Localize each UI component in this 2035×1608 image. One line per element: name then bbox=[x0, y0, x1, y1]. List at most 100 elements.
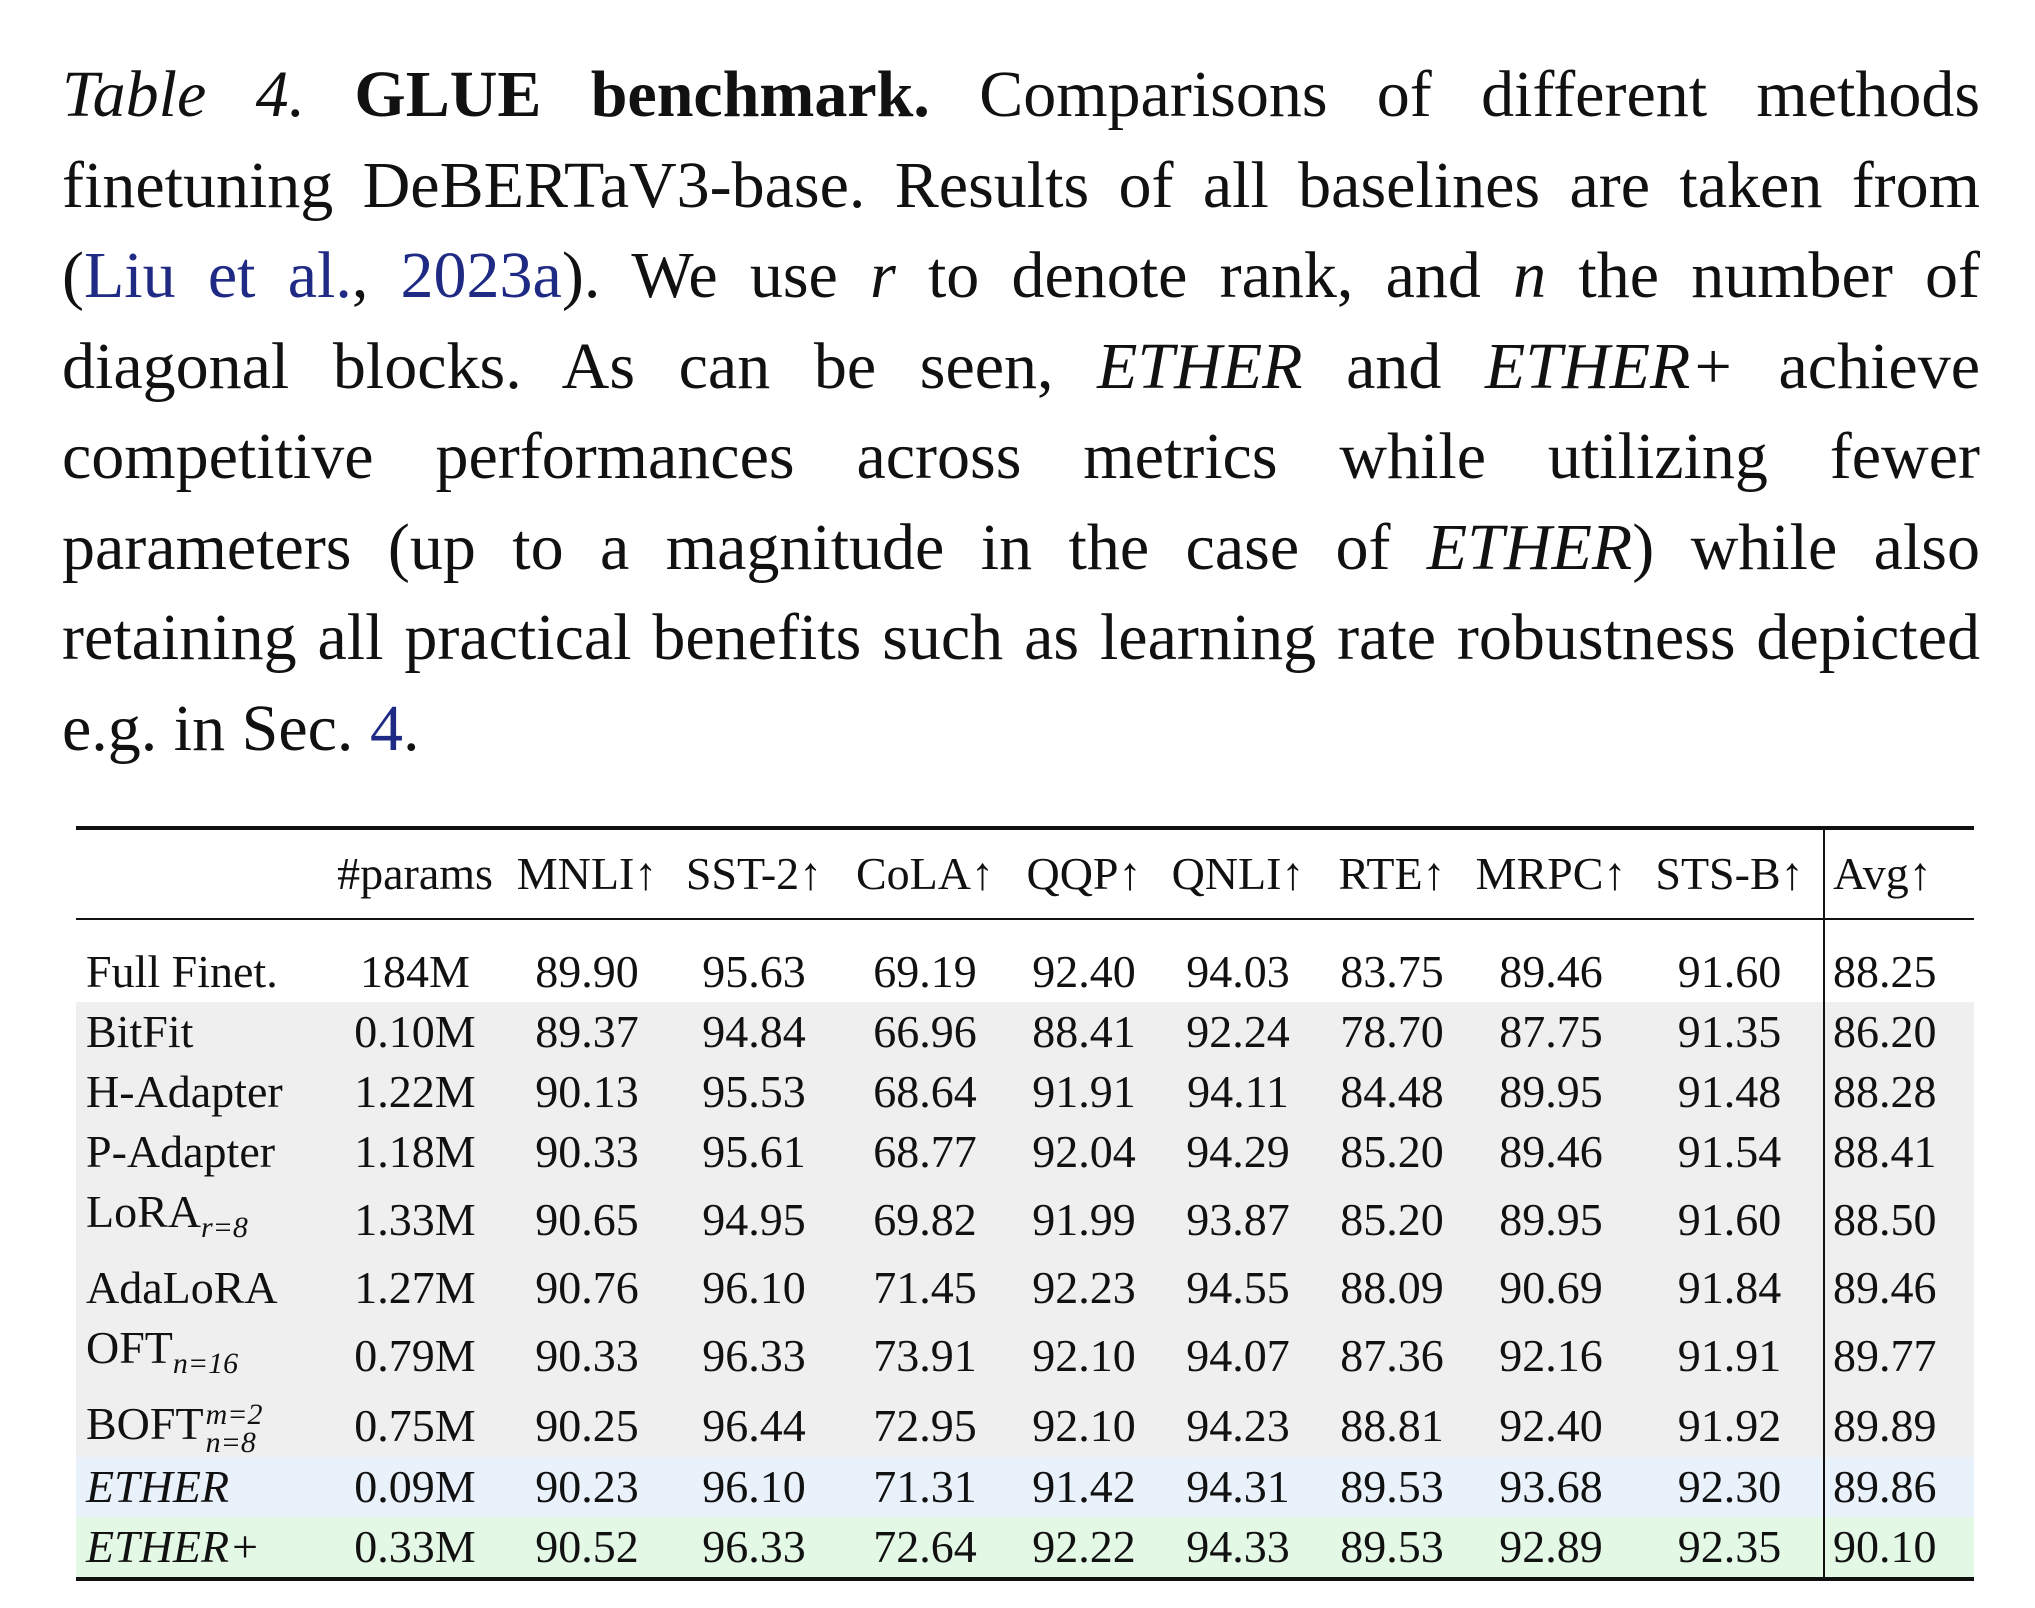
cell-cola: 68.64 bbox=[840, 1062, 1010, 1122]
method-subscript: r=8 bbox=[201, 1211, 248, 1245]
cell-qnli: 94.03 bbox=[1186, 946, 1290, 997]
table-row: P-Adapter 1.18M 90.33 95.61 68.77 92.04 … bbox=[76, 1122, 1974, 1182]
cell-stsb: 91.60 bbox=[1677, 946, 1782, 997]
table-row: Full Finet. 184M 89.90 95.63 69.19 92.40… bbox=[76, 919, 1974, 1002]
method-name: ETHER bbox=[76, 1456, 324, 1517]
cell-mrpc: 93.68 bbox=[1466, 1456, 1636, 1517]
cell-sst2: 96.10 bbox=[668, 1456, 840, 1517]
citation-authors-link[interactable]: Liu et al. bbox=[83, 239, 352, 312]
cell-rte: 85.20 bbox=[1318, 1122, 1466, 1182]
cell-cola: 68.77 bbox=[840, 1122, 1010, 1182]
cell-qnli: 94.07 bbox=[1158, 1318, 1318, 1395]
cell-qqp: 91.91 bbox=[1010, 1062, 1158, 1122]
cell-rte: 85.20 bbox=[1318, 1182, 1466, 1259]
cell-stsb: 91.35 bbox=[1636, 1002, 1824, 1062]
header-qnli: QNLI↑ bbox=[1158, 826, 1318, 920]
cell-params: 0.10M bbox=[324, 1002, 506, 1062]
header-sst2: SST-2↑ bbox=[668, 826, 840, 920]
cell-params: 1.27M bbox=[324, 1258, 506, 1319]
math-var-n: n bbox=[1513, 239, 1547, 312]
cell-mrpc: 89.46 bbox=[1466, 1122, 1636, 1182]
caption-text-1: Comparisons of different methods finetun… bbox=[62, 58, 1981, 312]
cell-mnli: 90.33 bbox=[506, 1318, 668, 1395]
caption-table-label: Table 4. bbox=[62, 58, 306, 131]
cell-rte: 83.75 bbox=[1340, 946, 1444, 997]
cell-cola: 66.96 bbox=[840, 1002, 1010, 1062]
math-var-r: r bbox=[870, 239, 896, 312]
cell-avg: 86.20 bbox=[1823, 1002, 1974, 1062]
cell-cola: 72.95 bbox=[840, 1394, 1010, 1457]
cell-avg: 88.28 bbox=[1823, 1062, 1974, 1122]
cell-sst2: 95.61 bbox=[668, 1122, 840, 1182]
caption-text-2: ). We use bbox=[561, 239, 871, 312]
cell-mrpc: 89.46 bbox=[1499, 946, 1603, 997]
cell-qnli: 94.31 bbox=[1158, 1456, 1318, 1517]
cell-sst2: 95.53 bbox=[668, 1062, 840, 1122]
method-name: OFTn=16 bbox=[76, 1318, 324, 1395]
cell-mrpc: 92.89 bbox=[1466, 1516, 1636, 1581]
cell-sst2: 96.33 bbox=[668, 1318, 840, 1395]
cell-rte: 78.70 bbox=[1318, 1002, 1466, 1062]
table-row: ETHER+ 0.33M 90.52 96.33 72.64 92.22 94.… bbox=[76, 1516, 1974, 1581]
method-name-base: BOFT bbox=[86, 1398, 204, 1450]
cell-params: 0.09M bbox=[324, 1456, 506, 1517]
caption-title: GLUE benchmark. bbox=[354, 58, 930, 131]
header-method bbox=[76, 826, 324, 920]
cell-mrpc: 89.95 bbox=[1466, 1062, 1636, 1122]
cell-rte: 89.53 bbox=[1318, 1516, 1466, 1581]
cell-mrpc: 92.40 bbox=[1466, 1394, 1636, 1457]
cell-stsb: 91.54 bbox=[1636, 1122, 1824, 1182]
cell-rte: 87.36 bbox=[1318, 1318, 1466, 1395]
cell-cola: 73.91 bbox=[840, 1318, 1010, 1395]
cell-avg: 88.50 bbox=[1823, 1182, 1974, 1259]
caption-text-4: the number of diagonal blocks. As can be… bbox=[62, 239, 1981, 403]
cell-qqp: 92.40 bbox=[1032, 946, 1136, 997]
cell-qqp: 88.41 bbox=[1010, 1002, 1158, 1062]
method-name: P-Adapter bbox=[76, 1122, 324, 1182]
table-row: H-Adapter 1.22M 90.13 95.53 68.64 91.91 … bbox=[76, 1062, 1974, 1122]
cell-params: 0.79M bbox=[324, 1318, 506, 1395]
method-name: LoRAr=8 bbox=[76, 1182, 324, 1259]
cell-qnli: 93.87 bbox=[1158, 1182, 1318, 1259]
cell-params: 1.22M bbox=[324, 1062, 506, 1122]
cell-qnli: 94.11 bbox=[1158, 1062, 1318, 1122]
method-name: BitFit bbox=[76, 1002, 324, 1062]
cell-params: 1.33M bbox=[324, 1182, 506, 1259]
header-avg: Avg↑ bbox=[1823, 826, 1974, 920]
cell-sst2: 94.84 bbox=[668, 1002, 840, 1062]
caption-ether: ETHER bbox=[1097, 329, 1303, 403]
table-row: BitFit 0.10M 89.37 94.84 66.96 88.41 92.… bbox=[76, 1002, 1974, 1062]
cell-avg: 89.89 bbox=[1823, 1394, 1974, 1457]
header-cola: CoLA↑ bbox=[840, 826, 1010, 920]
method-name: BOFT m=2 n=8 bbox=[76, 1394, 324, 1457]
table-row: LoRAr=8 1.33M 90.65 94.95 69.82 91.99 93… bbox=[76, 1182, 1974, 1259]
cell-mrpc: 92.16 bbox=[1466, 1318, 1636, 1395]
citation-year-link[interactable]: 2023a bbox=[400, 239, 562, 312]
cell-stsb: 91.48 bbox=[1636, 1062, 1824, 1122]
cell-mrpc: 87.75 bbox=[1466, 1002, 1636, 1062]
cell-cola: 71.45 bbox=[840, 1258, 1010, 1319]
cell-rte: 89.53 bbox=[1318, 1456, 1466, 1517]
cell-params: 0.33M bbox=[324, 1516, 506, 1581]
cell-sst2: 96.33 bbox=[668, 1516, 840, 1581]
cell-qqp: 92.04 bbox=[1010, 1122, 1158, 1182]
method-name-base: LoRA bbox=[86, 1186, 201, 1237]
cell-qqp: 92.22 bbox=[1010, 1516, 1158, 1581]
table-row: BOFT m=2 n=8 0.75M 90.25 96.44 72.95 92.10… bbox=[76, 1394, 1974, 1457]
method-name: AdaLoRA bbox=[76, 1258, 324, 1319]
cell-avg: 89.77 bbox=[1823, 1318, 1974, 1395]
cell-cola: 72.64 bbox=[840, 1516, 1010, 1581]
cell-qnli: 94.33 bbox=[1158, 1516, 1318, 1581]
method-name: ETHER+ bbox=[76, 1516, 324, 1581]
header-qqp: QQP↑ bbox=[1010, 826, 1158, 920]
caption-text-5: and bbox=[1302, 329, 1486, 403]
cell-params: 1.18M bbox=[324, 1122, 506, 1182]
cell-mnli: 89.37 bbox=[506, 1002, 668, 1062]
cell-stsb: 92.35 bbox=[1636, 1516, 1824, 1581]
header-params: #params bbox=[324, 826, 506, 920]
cell-qnli: 94.23 bbox=[1158, 1394, 1318, 1457]
cell-mnli: 90.65 bbox=[506, 1182, 668, 1259]
section-ref-link[interactable]: 4 bbox=[369, 691, 403, 765]
cell-qqp: 92.23 bbox=[1010, 1258, 1158, 1319]
caption-ether-2: ETHER bbox=[1426, 510, 1633, 584]
